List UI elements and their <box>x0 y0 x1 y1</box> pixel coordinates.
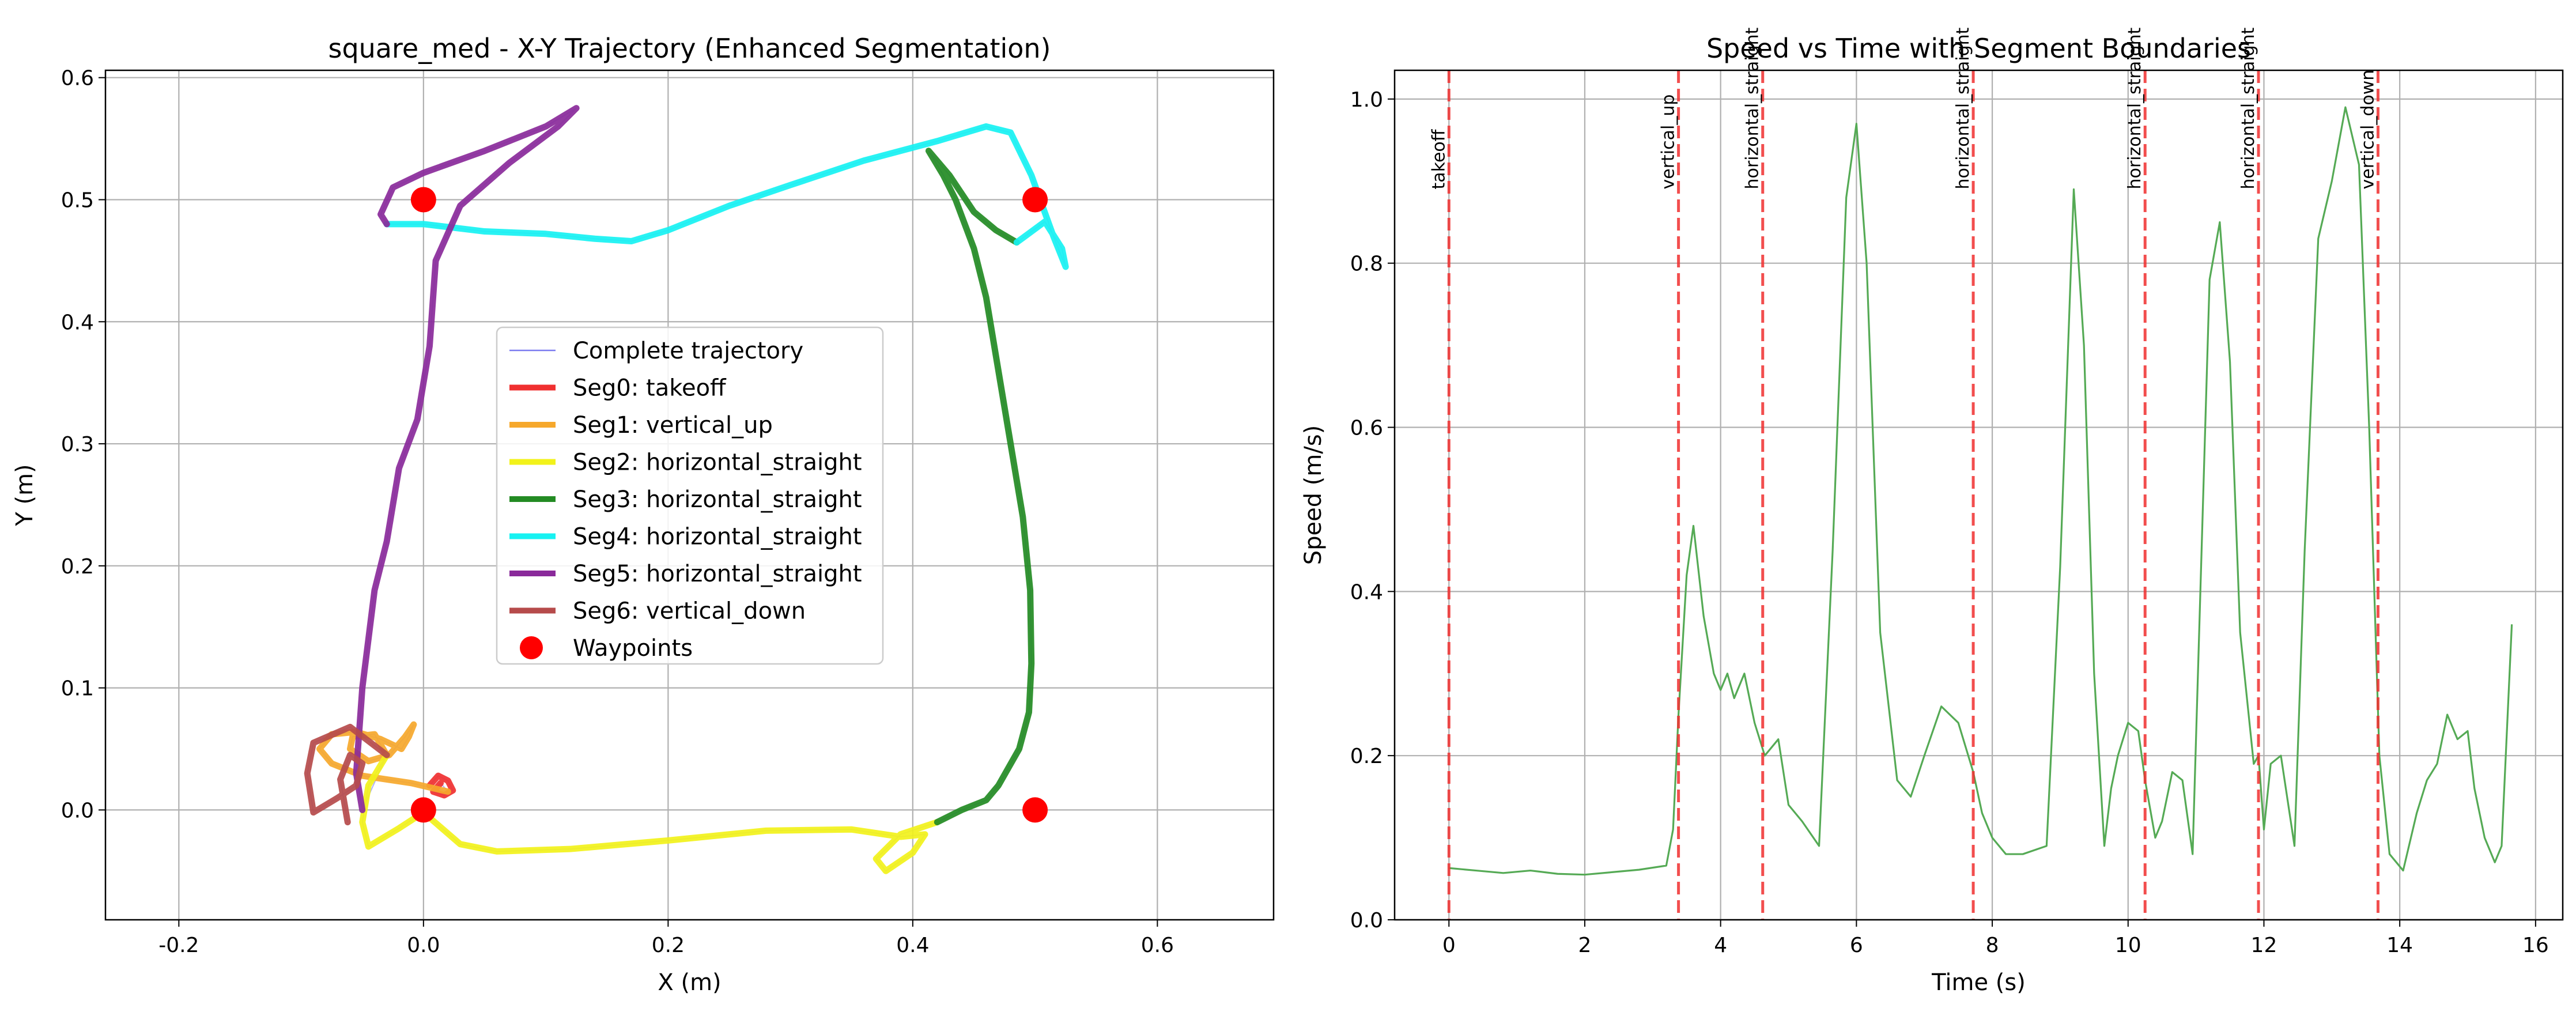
trajectory-tick-labels: -0.2 0.0 0.2 0.4 0.6 0.0 0.1 0.2 0.3 0.4 0.5 0.6 <box>61 67 1174 957</box>
segment-line-3 <box>925 148 1035 826</box>
speed-panel: Speed vs Time with Segment Boundaries 0 2… <box>1300 27 2564 996</box>
x-tick-label: 8 <box>1986 934 1999 957</box>
waypoint-marker <box>1022 187 1048 213</box>
waypoint-marker <box>410 187 436 213</box>
trajectory-plot-frame <box>104 69 1275 921</box>
speed-y-axis-label: Speed (m/s) <box>1300 425 1327 565</box>
y-tick-label: 0.0 <box>61 799 94 822</box>
segment-boundary-label: takeoff <box>1429 129 1449 189</box>
y-tick-label: 1.0 <box>1350 88 1383 112</box>
trajectory-x-axis-label: X (m) <box>658 969 721 996</box>
segment-line-6 <box>304 723 390 826</box>
legend-entry: Seg1: vertical_up <box>573 412 773 439</box>
x-tick-label: 2 <box>1578 934 1592 957</box>
legend-entry: Seg2: horizontal_straight <box>573 450 862 476</box>
y-tick-label: 0.4 <box>1350 580 1383 604</box>
segment-line-5 <box>353 105 580 813</box>
y-tick-label: 0.0 <box>1350 909 1383 932</box>
x-tick-label: 14 <box>2386 934 2413 957</box>
x-tick-label: 4 <box>1714 934 1727 957</box>
legend-entry: Waypoints <box>573 635 693 662</box>
segment-boundary-label: horizontal_straight <box>2238 27 2258 189</box>
speed-tick-labels: 0 2 4 6 8 10 12 14 16 0.0 0.2 0.4 0.6 0.8 1.0 <box>1350 88 2549 957</box>
trajectory-chart-title: square_med - X-Y Trajectory (Enhanced Se… <box>328 33 1051 64</box>
legend-entry: Seg0: takeoff <box>573 375 727 402</box>
segment-boundary-label: vertical_down <box>2358 70 2378 190</box>
x-tick-label: 10 <box>2115 934 2141 957</box>
y-tick-label: 0.2 <box>1350 745 1383 768</box>
waypoint-marker <box>1022 797 1048 823</box>
x-tick-label: 16 <box>2522 934 2549 957</box>
speed-series <box>1449 106 2513 876</box>
speed-grid <box>1395 70 2563 921</box>
segment-boundaries: takeoff vertical_up horizontal_straight hor… <box>1429 27 2379 920</box>
segment-boundary-label: vertical_up <box>1659 95 1679 190</box>
segment-line-1 <box>316 721 451 795</box>
speed-x-axis-label: Time (s) <box>1931 969 2026 996</box>
y-tick-label: 0.2 <box>61 555 94 579</box>
trajectory-series <box>304 105 1069 874</box>
x-tick-label: 0 <box>1442 934 1456 957</box>
x-tick-label: 0.0 <box>407 934 440 957</box>
y-tick-label: 0.1 <box>61 677 94 701</box>
y-tick-label: 0.4 <box>61 311 94 334</box>
legend-swatch-waypoints <box>520 636 543 659</box>
x-tick-label: 0.4 <box>896 934 929 957</box>
segment-boundary-label: horizontal_straight <box>1953 27 1973 189</box>
y-tick-label: 0.3 <box>61 433 94 456</box>
segment-line-4 <box>383 123 1069 270</box>
x-tick-label: -0.2 <box>158 934 199 957</box>
x-tick-label: 6 <box>1850 934 1863 957</box>
segment-line-0 <box>426 772 456 799</box>
speed-line <box>1449 106 2513 876</box>
trajectory-legend: Complete trajectory Seg0: takeoff Seg1: ve… <box>496 326 884 665</box>
segment-boundary-label: horizontal_straight <box>2125 27 2145 189</box>
x-tick-label: 0.6 <box>1141 934 1174 957</box>
y-tick-label: 0.5 <box>61 188 94 212</box>
legend-entry: Seg4: horizontal_straight <box>573 524 862 550</box>
trajectory-panel: square_med - X-Y Trajectory (Enhanced Se… <box>12 33 1275 996</box>
x-tick-label: 12 <box>2251 934 2277 957</box>
segment-line-2 <box>359 752 940 874</box>
y-tick-label: 0.6 <box>1350 417 1383 440</box>
trajectory-y-axis-label: Y (m) <box>12 464 38 526</box>
waypoint-marker <box>410 797 436 823</box>
legend-entry: Complete trajectory <box>573 338 803 364</box>
legend-entry: Seg3: horizontal_straight <box>573 486 862 513</box>
segment-boundary-label: horizontal_straight <box>1743 27 1763 189</box>
y-tick-label: 0.8 <box>1350 252 1383 276</box>
speed-chart-title: Speed vs Time with Segment Boundaries <box>1706 33 2251 64</box>
trajectory-waypoints <box>410 187 1048 823</box>
legend-box <box>496 326 884 665</box>
speed-plot-frame <box>1393 69 2564 921</box>
legend-entry: Seg6: vertical_down <box>573 598 806 625</box>
legend-entry: Seg5: horizontal_straight <box>573 561 862 587</box>
y-tick-label: 0.6 <box>61 67 94 90</box>
x-tick-label: 0.2 <box>652 934 685 957</box>
